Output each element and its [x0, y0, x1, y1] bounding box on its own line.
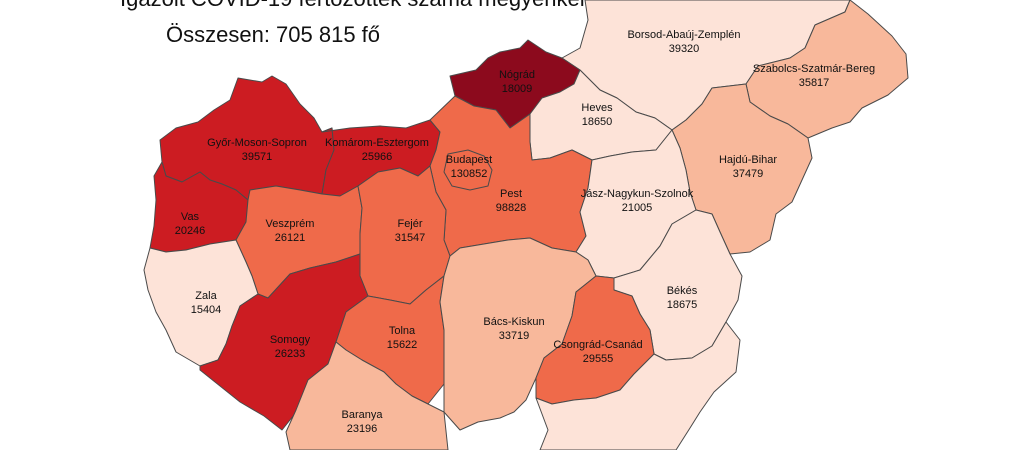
county-value: 20246 [175, 225, 206, 237]
county-name: Heves [581, 102, 613, 114]
county-name: Zala [195, 290, 217, 302]
county-value: 26233 [275, 348, 306, 360]
county-value: 21005 [622, 202, 653, 214]
county-name: Pest [500, 188, 522, 200]
county-label-pest: Pest 98828 [496, 188, 527, 214]
county-label-komarom: Komárom-Esztergom 25966 [325, 137, 429, 163]
county-label-bacs: Bács-Kiskun 33719 [483, 316, 544, 342]
county-label-vas: Vas 20246 [175, 211, 206, 237]
county-label-borsod: Borsod-Abaúj-Zemplén 39320 [627, 29, 740, 55]
county-value: 23196 [347, 423, 378, 435]
county-label-gyor: Győr-Moson-Sopron 39571 [207, 137, 307, 163]
county-label-csongrad: Csongrád-Csanád 29555 [553, 339, 642, 365]
county-label-heves: Heves 18650 [581, 102, 613, 128]
county-name: Hajdú-Bihar [719, 154, 777, 166]
county-baranya [285, 341, 449, 450]
county-name: Jász-Nagykun-Szolnok [581, 188, 694, 200]
county-name: Tolna [389, 325, 416, 337]
county-value: 29555 [583, 353, 614, 365]
county-name: Baranya [342, 409, 384, 421]
county-budapest [443, 149, 493, 191]
county-name: Fejér [397, 218, 422, 230]
county-name: Budapest [446, 154, 492, 166]
county-label-jasz: Jász-Nagykun-Szolnok 21005 [581, 188, 694, 214]
total-cases-label: Összesen: 705 815 fő [166, 22, 381, 47]
county-name: Komárom-Esztergom [325, 137, 429, 149]
county-bekes-south-edge [535, 321, 741, 450]
county-name: Somogy [270, 334, 311, 346]
county-name: Vas [181, 211, 200, 223]
county-label-szabolcs: Szabolcs-Szatmár-Bereg 35817 [753, 63, 875, 89]
county-value: 25966 [362, 151, 393, 163]
county-label-hajdu: Hajdú-Bihar 37479 [719, 154, 777, 180]
county-value: 37479 [733, 168, 764, 180]
county-label-veszprem: Veszprém 26121 [266, 218, 315, 244]
county-name: Szabolcs-Szatmár-Bereg [753, 63, 875, 75]
county-value: 33719 [499, 330, 530, 342]
county-value: 130852 [451, 168, 488, 180]
county-label-baranya: Baranya 23196 [342, 409, 384, 435]
county-label-fejer: Fejér 31547 [395, 218, 426, 244]
county-label-zala: Zala 15404 [191, 290, 222, 316]
county-name: Bács-Kiskun [483, 316, 544, 328]
county-name: Békés [667, 285, 698, 297]
map-title: Igazolt COVID-19 fertőzöttek száma megyé… [120, 0, 598, 12]
county-value: 15404 [191, 304, 222, 316]
county-value: 35817 [799, 77, 830, 89]
county-label-somogy: Somogy 26233 [270, 334, 311, 360]
county-value: 18650 [582, 116, 613, 128]
county-value: 18675 [667, 299, 698, 311]
county-name: Győr-Moson-Sopron [207, 137, 307, 149]
county-value: 31547 [395, 232, 426, 244]
county-name: Borsod-Abaúj-Zemplén [627, 29, 740, 41]
county-name: Csongrád-Csanád [553, 339, 642, 351]
county-value: 98828 [496, 202, 527, 214]
county-value: 39320 [669, 43, 700, 55]
county-name: Veszprém [266, 218, 315, 230]
county-label-tolna: Tolna 15622 [387, 325, 418, 351]
county-value: 15622 [387, 339, 418, 351]
county-name: Nógrád [499, 69, 535, 81]
county-label-budapest: Budapest 130852 [446, 154, 492, 180]
county-label-nograd: Nógrád 18009 [499, 69, 535, 95]
county-label-bekes: Békés 18675 [667, 285, 698, 311]
county-value: 26121 [275, 232, 306, 244]
county-value: 18009 [502, 83, 533, 95]
county-value: 39571 [242, 151, 273, 163]
